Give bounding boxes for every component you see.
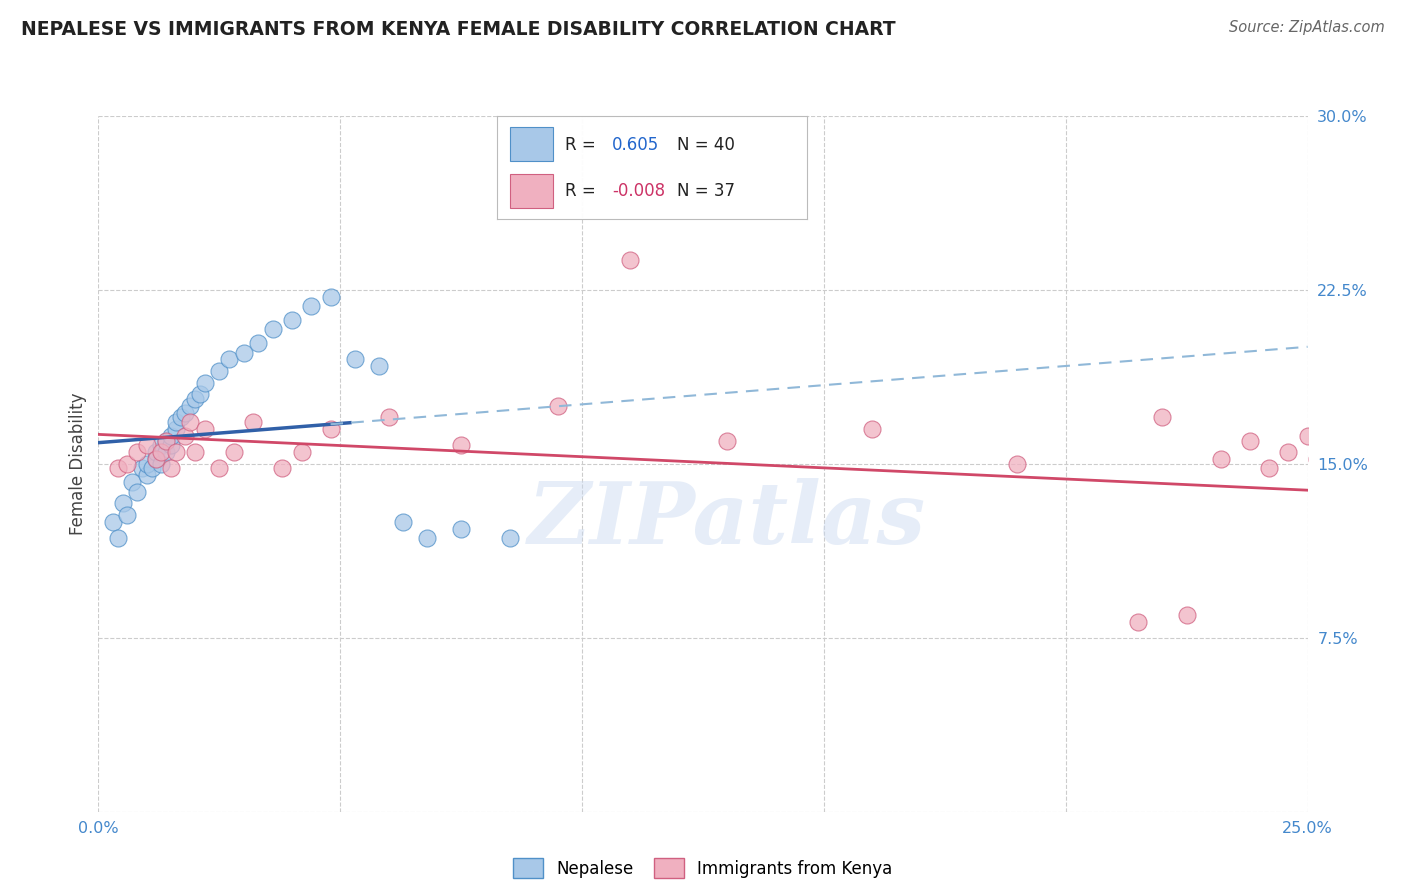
Point (155, 434, 177, 448)
Text: R =: R = (565, 182, 602, 200)
Point (247, 336, 270, 351)
Point (498, 531, 520, 545)
Text: N = 40: N = 40 (676, 136, 735, 153)
Text: ZIPatlas: ZIPatlas (529, 478, 927, 561)
Point (155, 434, 177, 448)
Point (1209, 452, 1232, 467)
Point (121, 475, 143, 490)
Point (141, 461, 163, 475)
Point (319, 422, 342, 436)
Point (194, 376, 217, 390)
Text: Source: ZipAtlas.com: Source: ZipAtlas.com (1229, 20, 1385, 35)
Text: R =: R = (565, 136, 602, 153)
Text: -0.008: -0.008 (612, 182, 665, 200)
Point (1152, 410, 1174, 425)
Point (165, 445, 187, 459)
Point (619, 252, 641, 267)
Point (117, 508, 139, 522)
Point (169, 410, 191, 425)
Point (131, 461, 153, 475)
Point (208, 461, 231, 475)
FancyBboxPatch shape (510, 175, 553, 208)
Point (262, 322, 284, 336)
Point (184, 392, 207, 406)
Point (179, 399, 201, 413)
Point (160, 461, 183, 475)
Point (319, 290, 342, 304)
Point (184, 445, 207, 459)
Point (1128, 615, 1150, 629)
Point (160, 438, 183, 452)
Point (111, 496, 134, 510)
Point (377, 410, 399, 425)
Point (145, 452, 167, 467)
Text: N = 37: N = 37 (676, 182, 735, 200)
Point (150, 445, 173, 459)
Point (232, 345, 254, 359)
Point (343, 352, 366, 367)
Point (127, 445, 149, 459)
Text: NEPALESE VS IMMIGRANTS FROM KENYA FEMALE DISABILITY CORRELATION CHART: NEPALESE VS IMMIGRANTS FROM KENYA FEMALE… (21, 20, 896, 38)
Point (271, 461, 294, 475)
Point (547, 399, 569, 413)
Point (1296, 429, 1319, 443)
Point (194, 422, 217, 436)
Point (450, 522, 472, 536)
Point (222, 445, 245, 459)
Text: 0.605: 0.605 (612, 136, 659, 153)
Point (860, 422, 883, 436)
Point (1277, 445, 1299, 459)
Point (127, 484, 149, 499)
Point (174, 406, 197, 420)
Point (1257, 461, 1279, 475)
Point (101, 515, 124, 529)
Point (1306, 452, 1329, 467)
Legend: Nepalese, Immigrants from Kenya: Nepalese, Immigrants from Kenya (509, 853, 897, 883)
Point (218, 352, 240, 367)
Point (416, 531, 439, 545)
Point (208, 364, 231, 378)
Point (290, 445, 312, 459)
Point (150, 457, 173, 471)
Point (368, 359, 391, 374)
Point (179, 415, 201, 429)
Point (107, 531, 129, 545)
Point (1175, 607, 1198, 622)
Point (150, 438, 173, 452)
Y-axis label: Female Disability: Female Disability (69, 392, 87, 535)
Point (281, 313, 304, 327)
Point (242, 415, 264, 429)
Point (1239, 434, 1261, 448)
Point (145, 452, 167, 467)
Point (392, 515, 415, 529)
Point (165, 422, 187, 436)
Point (1007, 457, 1029, 471)
FancyBboxPatch shape (510, 128, 553, 161)
Point (135, 457, 157, 471)
Point (135, 468, 157, 483)
Point (174, 429, 197, 443)
Point (107, 461, 129, 475)
Point (155, 445, 177, 459)
Point (716, 434, 738, 448)
Point (188, 387, 211, 401)
Point (1336, 665, 1358, 680)
Point (165, 415, 187, 429)
Point (117, 457, 139, 471)
Point (135, 438, 157, 452)
Point (299, 299, 322, 313)
Point (450, 438, 472, 452)
Point (145, 445, 167, 459)
Point (160, 429, 183, 443)
Point (1320, 484, 1343, 499)
